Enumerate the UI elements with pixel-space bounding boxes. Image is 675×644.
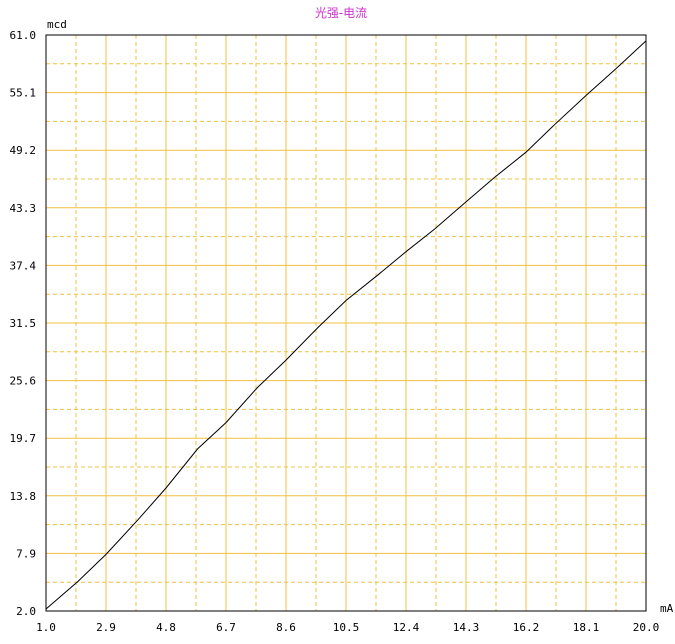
x-tick-label: 8.6 bbox=[276, 621, 296, 634]
grid bbox=[46, 35, 646, 611]
y-tick-label: 19.7 bbox=[10, 432, 37, 445]
x-tick-label: 16.2 bbox=[513, 621, 540, 634]
y-tick-label: 31.5 bbox=[10, 317, 37, 330]
x-tick-label: 2.9 bbox=[96, 621, 116, 634]
tick-labels: 1.0 2.9 4.8 6.7 8.6 10.5 12.4 14.3 16.2 18.1 20.0 2… bbox=[10, 29, 660, 634]
x-tick-label: 6.7 bbox=[216, 621, 236, 634]
y-tick-label: 43.3 bbox=[10, 202, 37, 215]
x-tick-label: 4.8 bbox=[156, 621, 176, 634]
x-tick-label: 12.4 bbox=[393, 621, 420, 634]
x-tick-label: 1.0 bbox=[36, 621, 56, 634]
y-tick-label: 2.0 bbox=[16, 605, 36, 618]
y-tick-label: 49.2 bbox=[10, 144, 37, 157]
chart-title: 光强-电流 bbox=[315, 6, 367, 20]
series-line bbox=[45, 40, 647, 610]
y-tick-label: 55.1 bbox=[10, 87, 37, 100]
x-tick-label: 20.0 bbox=[633, 621, 660, 634]
y-tick-label: 13.8 bbox=[10, 490, 37, 503]
y-tick-label: 37.4 bbox=[10, 259, 37, 272]
x-tick-label: 18.1 bbox=[573, 621, 600, 634]
y-tick-label: 7.9 bbox=[16, 547, 36, 560]
x-tick-label: 14.3 bbox=[453, 621, 480, 634]
plot-frame bbox=[45, 34, 647, 612]
y-axis-unit: mcd bbox=[47, 18, 67, 31]
x-tick-label: 10.5 bbox=[333, 621, 360, 634]
series-layer bbox=[45, 40, 647, 610]
y-tick-label: 25.6 bbox=[10, 375, 37, 388]
y-tick-label: 61.0 bbox=[10, 29, 37, 42]
x-axis-unit: mA bbox=[660, 602, 674, 615]
